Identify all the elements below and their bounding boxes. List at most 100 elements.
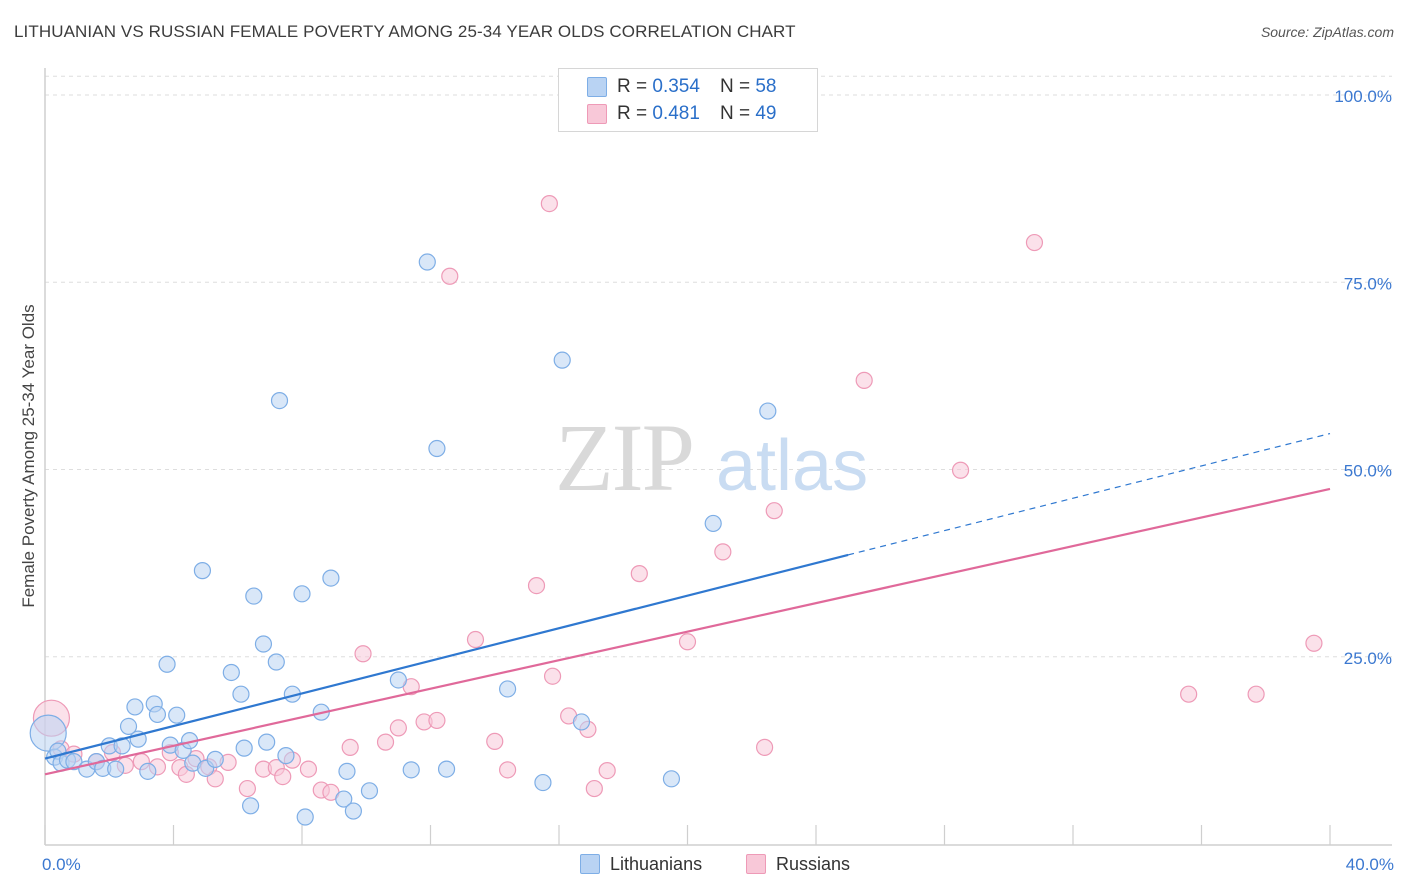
gridlines — [45, 75, 1392, 658]
russians-point — [499, 761, 517, 779]
y-tick-label: 75.0% — [1344, 274, 1392, 293]
lithuanians-point — [296, 808, 314, 826]
lithuanians-point — [322, 569, 340, 587]
lithuanians-trend-line — [44, 553, 849, 760]
lithuanians-point — [242, 797, 260, 815]
lithuanians-point — [402, 761, 420, 779]
russians-point — [855, 371, 873, 389]
lithuanians-point — [193, 562, 212, 580]
russians-point — [274, 767, 292, 786]
lithuanians-points — [29, 253, 777, 826]
lithuanians-point — [270, 391, 289, 410]
legend-n-label: N = — [719, 103, 751, 124]
legend-r-label: R = — [617, 76, 648, 97]
watermark: ZIP atlas — [555, 404, 868, 511]
russians-point — [598, 761, 616, 780]
russians-point — [299, 760, 318, 778]
lithuanians-point — [553, 351, 571, 369]
legend-r-value: 0.354 — [652, 76, 700, 97]
russians-point — [441, 267, 459, 285]
chart-title: LITHUANIAN VS RUSSIAN FEMALE POVERTY AMO… — [14, 22, 796, 41]
lithuanians-point — [119, 717, 138, 736]
tick-labels: 25.0% 50.0% 75.0% 100.0% 0.0% 40.0% — [42, 87, 1394, 874]
lithuanians-point — [344, 802, 362, 820]
lithuanians-point — [418, 253, 436, 271]
lithuanians-point — [235, 739, 253, 757]
lithuanians-trend-extension — [847, 432, 1331, 556]
russians-point — [755, 738, 774, 756]
lithuanians-point — [360, 782, 379, 800]
y-tick-label: 50.0% — [1344, 462, 1392, 481]
bottom-legend-lithuanians-label: Lithuanians — [610, 853, 703, 874]
lithuanians-point — [428, 439, 446, 458]
russians-point — [466, 630, 485, 649]
lithuanians-point — [267, 653, 285, 671]
lithuanians-point — [277, 747, 295, 765]
russians-point — [389, 719, 407, 737]
lithuanians-point — [245, 587, 263, 605]
x-tick-label: 40.0% — [1346, 855, 1394, 874]
lithuanians-point — [29, 714, 67, 752]
lithuanians-point — [65, 753, 83, 771]
legend-n-label: N = — [719, 76, 751, 97]
russians-point — [354, 645, 372, 663]
lithuanians-point — [335, 790, 353, 808]
lithuanians-point — [662, 770, 681, 788]
russians-swatch — [587, 104, 607, 124]
legend-r-label: R = — [617, 103, 648, 124]
trend-lines — [44, 432, 1331, 776]
bottom-legend-lithuanians: Lithuanians — [580, 852, 702, 876]
watermark-zip: ZIP — [555, 404, 693, 511]
russians-point — [585, 779, 603, 798]
lithuanians-point — [534, 773, 552, 792]
x-tick-label: 0.0% — [42, 855, 81, 874]
lithuanians-point — [704, 514, 722, 533]
russians-point — [765, 502, 783, 520]
legend-r-value: 0.481 — [652, 103, 700, 124]
lithuanians-point — [139, 762, 157, 780]
lithuanians-point — [222, 663, 240, 682]
russians-point — [951, 461, 970, 479]
lithuanians-point — [437, 760, 456, 778]
lithuanians-point — [107, 760, 125, 778]
russians-point — [486, 732, 504, 750]
russians-point — [678, 633, 697, 651]
lithuanians-point — [338, 762, 356, 780]
lithuanians-point — [389, 671, 407, 689]
russians-point — [238, 779, 256, 798]
lithuanians-point — [126, 698, 144, 716]
lithuanians-point — [168, 706, 186, 724]
lithuanians-swatch — [580, 854, 600, 874]
stats-legend: R = 0.354 N = 58 R = 0.481 N = 49 — [558, 68, 818, 132]
lithuanians-point — [293, 585, 311, 603]
lithuanians-point — [232, 685, 250, 703]
bottom-legend-russians: Russians — [746, 852, 850, 876]
y-tick-label: 25.0% — [1344, 649, 1392, 668]
watermark-atlas: atlas — [716, 426, 868, 506]
y-tick-label: 100.0% — [1334, 87, 1392, 106]
lithuanians-point — [759, 402, 777, 420]
russians-point — [341, 738, 359, 756]
legend-row-lithuanians: R = 0.354 N = 58 — [587, 75, 776, 99]
russians-point — [1247, 685, 1265, 703]
russians-point — [1305, 634, 1323, 652]
russians-point — [540, 195, 558, 213]
russians-point — [714, 543, 732, 561]
russians-point — [376, 733, 395, 751]
russians-point — [1180, 685, 1198, 703]
legend-n-value: 58 — [755, 76, 777, 97]
lithuanians-point — [572, 713, 591, 731]
lithuanians-swatch — [587, 77, 607, 97]
russians-swatch — [746, 854, 766, 874]
lithuanians-point — [148, 705, 167, 724]
lithuanians-point — [113, 737, 131, 755]
y-axis-title: Female Poverty Among 25-34 Year Olds — [19, 304, 38, 607]
source-label: Source: ZipAtlas.com — [1260, 24, 1394, 40]
lithuanians-point — [158, 655, 176, 673]
russians-trend-line — [44, 487, 1331, 776]
legend-n-value: 49 — [755, 103, 777, 124]
russians-point — [428, 711, 446, 730]
lithuanians-point — [258, 733, 276, 751]
bottom-legend-russians-label: Russians — [776, 853, 851, 874]
lithuanians-point — [206, 750, 224, 768]
